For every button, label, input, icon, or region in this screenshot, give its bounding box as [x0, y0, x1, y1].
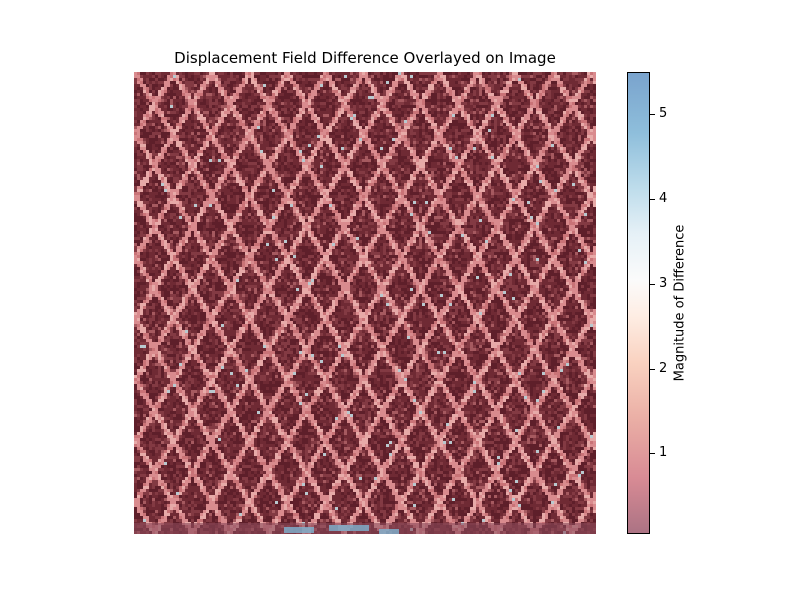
- heatmap-plot: [134, 72, 596, 534]
- high-value-speckle: [379, 529, 399, 534]
- colorbar-tick-label: 4: [659, 192, 667, 206]
- high-value-speckle: [284, 527, 314, 533]
- colorbar-tick: [650, 453, 655, 454]
- colorbar-tick: [650, 199, 655, 200]
- colorbar-tick-label: 1: [659, 446, 667, 460]
- colorbar-tick-label: 3: [659, 277, 667, 291]
- high-value-speckle: [329, 525, 369, 531]
- colorbar-tick-label: 5: [659, 107, 667, 121]
- colorbar-tick: [650, 369, 655, 370]
- colorbar-label: Magnitude of Difference: [673, 225, 688, 382]
- chart-title: Displacement Field Difference Overlayed …: [134, 49, 596, 67]
- colorbar-tick: [650, 114, 655, 115]
- heatmap-cells: [134, 72, 596, 534]
- colorbar-tick-label: 2: [659, 362, 667, 376]
- colorbar-tick: [650, 284, 655, 285]
- colorbar: [627, 72, 650, 534]
